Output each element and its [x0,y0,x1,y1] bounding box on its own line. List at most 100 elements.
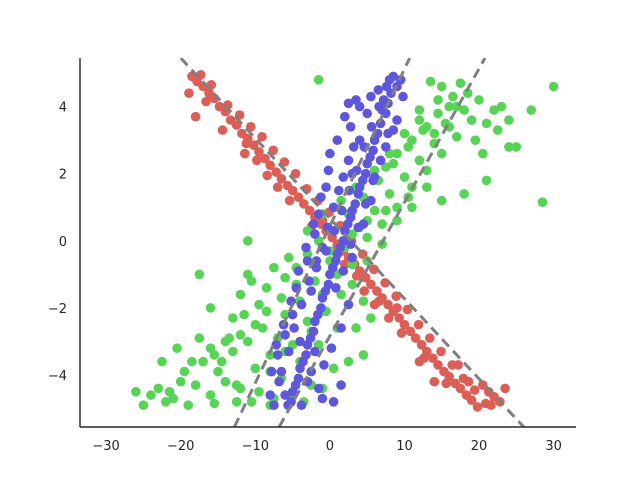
data-point [354,135,365,145]
data-point [414,356,425,367]
data-point [474,95,484,105]
data-point [433,95,443,105]
data-point [340,111,350,122]
data-point [241,138,252,149]
data-point [235,330,246,340]
data-point [343,98,354,109]
data-point [323,165,334,176]
data-point [287,309,298,320]
data-point [369,264,379,275]
data-point [351,271,362,281]
x-tick-label: −20 [167,439,194,454]
data-point [220,376,231,387]
series-3 [265,71,408,411]
data-point [311,256,322,266]
data-point [511,142,522,152]
data-point [310,316,320,327]
data-point [372,286,382,296]
data-point [328,397,339,407]
data-point [289,323,299,333]
data-point [338,172,349,182]
data-point [239,309,249,320]
data-point [399,172,410,182]
data-point [496,101,507,112]
data-point [310,346,320,357]
data-point [416,340,427,350]
data-point [332,135,343,145]
data-point [311,262,322,273]
data-point [414,105,425,115]
data-point [325,269,335,280]
data-point [407,135,417,145]
data-point [257,132,267,142]
data-point [184,88,194,98]
data-point [243,336,253,347]
data-point [347,259,358,270]
data-point [489,105,499,115]
data-point [308,219,319,229]
data-point [290,168,301,179]
data-point [392,215,402,226]
data-point [388,158,399,169]
data-point [228,346,238,357]
data-point [378,95,389,105]
data-point [235,289,246,300]
data-point [280,330,290,340]
data-point [266,366,277,377]
y-axis-ticks: −4 −2 0 2 4 [48,101,67,384]
data-point [336,289,346,300]
data-point [271,167,282,177]
data-points [131,70,559,412]
data-point [280,272,290,283]
trend-line-3 [277,58,487,427]
data-point [362,232,373,243]
data-point [369,205,380,216]
data-point [392,303,402,313]
data-point [441,378,452,389]
data-point [269,262,279,273]
data-point [481,118,492,129]
data-point [504,142,514,152]
data-point [413,319,424,330]
data-point [321,182,331,192]
data-point [384,313,394,323]
data-point [459,105,469,115]
trend-line-2 [233,58,412,427]
data-point [328,202,339,213]
data-point [362,108,373,119]
data-point [422,182,432,192]
data-point [269,400,279,411]
data-point [183,400,193,411]
data-point [138,400,149,411]
data-point [463,376,474,387]
data-point [383,299,393,310]
data-point [343,356,354,367]
data-point [265,390,276,400]
data-point [481,175,492,186]
data-point [261,306,272,317]
data-point [205,303,216,313]
data-point [254,299,264,310]
data-point [299,199,309,209]
data-point [243,236,253,246]
data-point [343,155,354,166]
data-point [436,195,447,206]
data-point [433,360,443,370]
x-tick-label: 30 [545,439,562,454]
data-point [196,70,206,80]
data-point [276,366,287,377]
data-point [359,286,370,296]
data-point [548,81,559,92]
data-point [254,147,264,157]
data-point [274,376,284,387]
data-point [362,158,373,169]
data-point [251,155,262,166]
data-point [302,340,313,350]
data-point [322,222,333,233]
data-point [377,219,387,229]
data-point [316,192,326,202]
data-point [414,155,425,166]
data-point [161,397,171,407]
data-point [205,390,216,400]
